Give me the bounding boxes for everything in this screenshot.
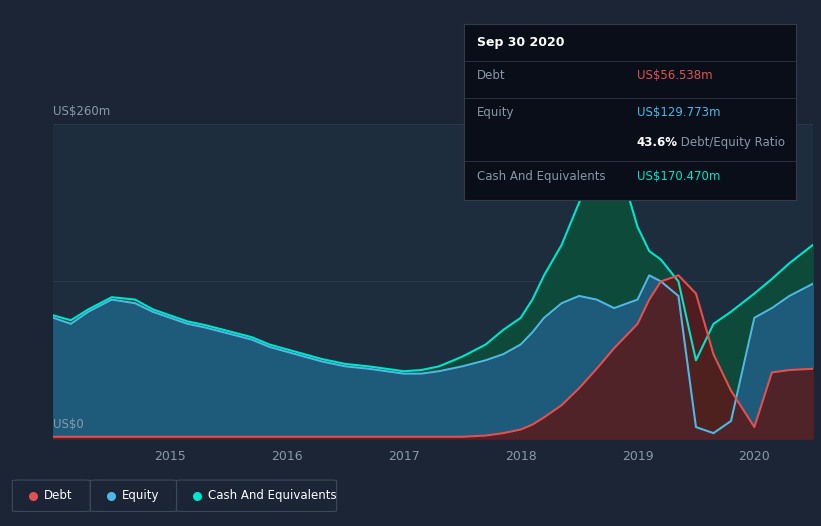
Text: Sep 30 2020: Sep 30 2020 [477,36,565,49]
Text: Debt: Debt [44,489,72,502]
Text: Debt: Debt [477,69,506,83]
Text: Equity: Equity [122,489,159,502]
Text: Cash And Equivalents: Cash And Equivalents [208,489,337,502]
Text: US$0: US$0 [53,418,84,431]
Text: US$260m: US$260m [53,105,111,118]
Text: Equity: Equity [477,106,515,119]
Text: US$170.470m: US$170.470m [637,170,720,183]
Text: US$129.773m: US$129.773m [637,106,720,119]
Text: US$56.538m: US$56.538m [637,69,713,83]
Text: Debt/Equity Ratio: Debt/Equity Ratio [677,136,785,149]
Text: Cash And Equivalents: Cash And Equivalents [477,170,606,183]
Text: 43.6%: 43.6% [637,136,678,149]
